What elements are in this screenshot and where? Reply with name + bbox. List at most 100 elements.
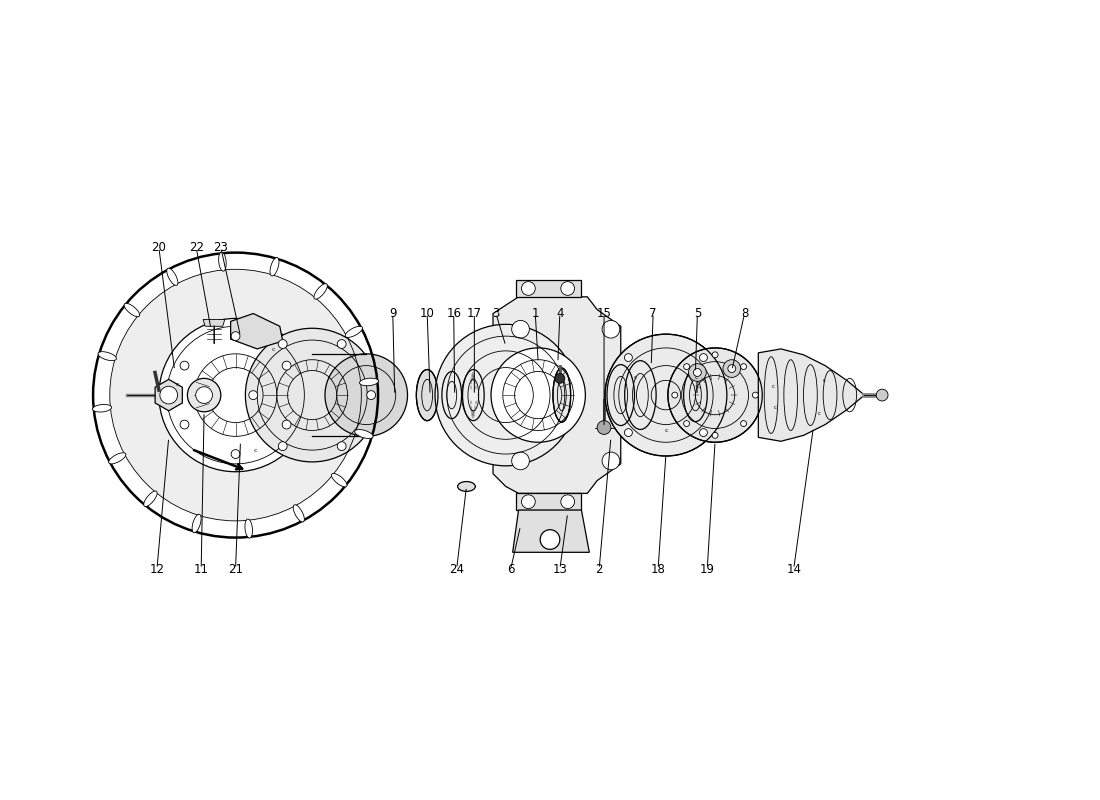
Polygon shape <box>155 379 183 411</box>
Circle shape <box>283 361 292 370</box>
Circle shape <box>540 530 560 550</box>
Ellipse shape <box>270 258 279 276</box>
Circle shape <box>366 390 375 399</box>
Ellipse shape <box>245 519 253 538</box>
Text: c: c <box>634 375 637 380</box>
Text: c: c <box>254 448 257 453</box>
Ellipse shape <box>442 371 462 418</box>
Text: 7: 7 <box>649 307 657 320</box>
Ellipse shape <box>167 268 178 286</box>
Ellipse shape <box>124 303 140 317</box>
Circle shape <box>158 318 312 472</box>
Circle shape <box>683 364 690 370</box>
Circle shape <box>602 452 619 470</box>
Circle shape <box>278 442 287 450</box>
Ellipse shape <box>331 474 346 487</box>
Polygon shape <box>516 280 582 297</box>
Circle shape <box>700 429 707 437</box>
Circle shape <box>672 392 678 398</box>
Ellipse shape <box>144 491 157 506</box>
Text: 17: 17 <box>466 307 482 320</box>
Circle shape <box>554 374 564 383</box>
Polygon shape <box>513 510 590 552</box>
Ellipse shape <box>314 284 328 299</box>
Text: 5: 5 <box>694 307 701 320</box>
Text: 10: 10 <box>420 307 434 320</box>
Ellipse shape <box>683 369 707 422</box>
Circle shape <box>561 495 574 509</box>
Circle shape <box>877 389 888 401</box>
Ellipse shape <box>294 505 305 522</box>
Circle shape <box>728 365 736 373</box>
Text: c: c <box>771 384 774 389</box>
Circle shape <box>625 429 632 437</box>
Circle shape <box>561 282 574 295</box>
Circle shape <box>338 442 346 450</box>
Text: 6: 6 <box>507 562 515 575</box>
Ellipse shape <box>92 405 111 412</box>
Circle shape <box>180 420 189 429</box>
Text: 8: 8 <box>741 307 748 320</box>
Text: 23: 23 <box>213 241 229 254</box>
Text: 16: 16 <box>447 307 461 320</box>
Circle shape <box>283 420 292 429</box>
Circle shape <box>693 369 702 377</box>
Wedge shape <box>110 270 361 521</box>
Text: 11: 11 <box>194 562 209 575</box>
Circle shape <box>434 324 576 466</box>
Circle shape <box>602 321 619 338</box>
Circle shape <box>700 354 707 362</box>
Text: 24: 24 <box>449 562 464 575</box>
Text: 14: 14 <box>786 562 801 575</box>
Text: c: c <box>272 347 275 353</box>
Circle shape <box>231 450 240 458</box>
Circle shape <box>338 340 346 349</box>
Text: 19: 19 <box>700 562 715 575</box>
Polygon shape <box>204 319 224 326</box>
Circle shape <box>512 321 529 338</box>
Circle shape <box>491 348 585 442</box>
Ellipse shape <box>192 514 201 533</box>
Ellipse shape <box>458 482 475 491</box>
Text: c: c <box>664 428 668 433</box>
Text: c: c <box>823 378 826 383</box>
Text: 12: 12 <box>150 562 164 575</box>
Circle shape <box>521 495 536 509</box>
Circle shape <box>723 360 740 378</box>
Text: 9: 9 <box>389 307 396 320</box>
Circle shape <box>245 328 380 462</box>
Circle shape <box>712 352 718 358</box>
Text: 21: 21 <box>228 562 243 575</box>
Text: 15: 15 <box>596 307 612 320</box>
Ellipse shape <box>625 361 656 430</box>
Circle shape <box>740 364 747 370</box>
Text: 4: 4 <box>557 307 563 320</box>
Polygon shape <box>516 494 582 510</box>
Polygon shape <box>231 314 283 349</box>
Circle shape <box>740 421 747 426</box>
Text: 20: 20 <box>152 241 166 254</box>
Text: c: c <box>176 382 179 387</box>
Ellipse shape <box>109 453 125 464</box>
Ellipse shape <box>345 326 363 338</box>
Text: c: c <box>773 405 777 410</box>
Circle shape <box>752 392 758 398</box>
Circle shape <box>689 364 706 382</box>
Circle shape <box>521 282 536 295</box>
Ellipse shape <box>98 352 117 361</box>
Circle shape <box>180 361 189 370</box>
Text: 1: 1 <box>531 307 539 320</box>
Polygon shape <box>493 297 620 494</box>
Circle shape <box>187 378 221 412</box>
Circle shape <box>625 354 632 362</box>
Ellipse shape <box>360 378 378 386</box>
Text: 18: 18 <box>651 562 666 575</box>
Circle shape <box>160 386 177 404</box>
Circle shape <box>683 421 690 426</box>
Polygon shape <box>279 343 301 447</box>
Circle shape <box>605 334 727 456</box>
Ellipse shape <box>354 430 373 438</box>
Circle shape <box>597 421 611 434</box>
Text: 2: 2 <box>595 562 603 575</box>
Ellipse shape <box>553 368 571 422</box>
